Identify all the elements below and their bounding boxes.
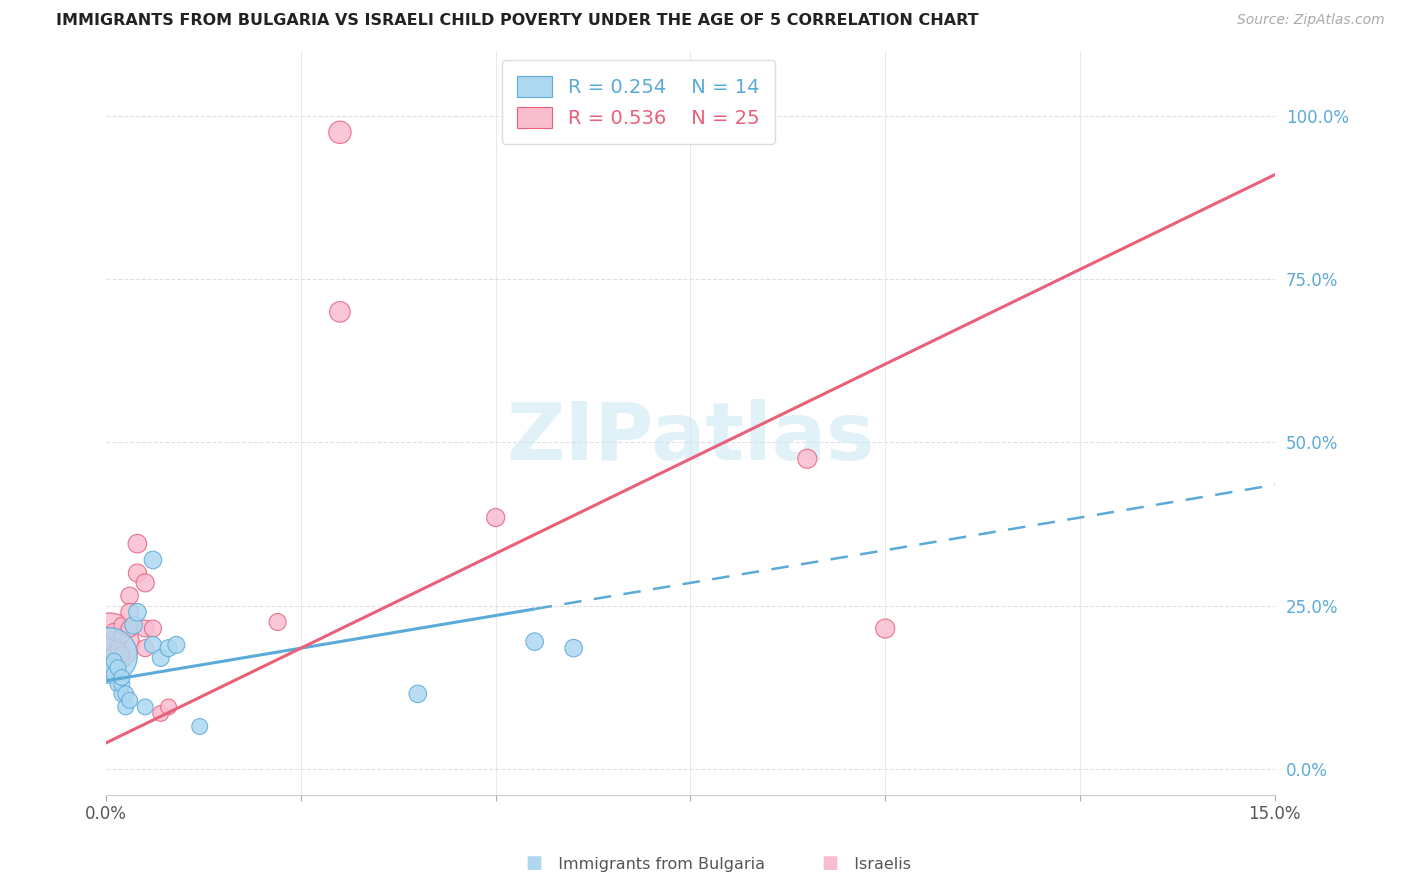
Point — [142, 638, 165, 652]
Point — [111, 618, 134, 632]
Point — [149, 651, 172, 665]
Point — [127, 566, 149, 580]
Point — [107, 667, 129, 681]
Point — [796, 451, 818, 466]
Point — [127, 536, 149, 550]
Point — [100, 638, 122, 652]
Point — [406, 687, 429, 701]
Point — [127, 605, 149, 619]
Point — [149, 706, 172, 721]
Text: ■: ■ — [821, 855, 838, 872]
Point — [107, 661, 129, 675]
Point — [329, 125, 352, 139]
Point — [114, 700, 136, 714]
Point — [122, 618, 145, 632]
Text: Israelis: Israelis — [844, 857, 911, 872]
Point — [111, 687, 134, 701]
Point — [101, 661, 124, 675]
Point — [111, 671, 134, 685]
Point — [165, 638, 187, 652]
Point — [111, 628, 134, 642]
Point — [134, 622, 156, 636]
Legend: R = 0.254    N = 14, R = 0.536    N = 25: R = 0.254 N = 14, R = 0.536 N = 25 — [502, 61, 775, 144]
Point — [118, 622, 141, 636]
Point — [134, 641, 156, 656]
Point — [118, 693, 141, 707]
Point — [142, 553, 165, 567]
Point — [266, 615, 288, 629]
Point — [111, 648, 134, 662]
Point — [188, 719, 211, 733]
Text: Immigrants from Bulgaria: Immigrants from Bulgaria — [548, 857, 765, 872]
Point — [107, 641, 129, 656]
Point — [103, 624, 125, 639]
Text: Source: ZipAtlas.com: Source: ZipAtlas.com — [1237, 13, 1385, 28]
Point — [103, 667, 125, 681]
Point — [157, 641, 180, 656]
Point — [118, 589, 141, 603]
Point — [157, 700, 180, 714]
Point — [485, 510, 508, 524]
Text: IMMIGRANTS FROM BULGARIA VS ISRAELI CHILD POVERTY UNDER THE AGE OF 5 CORRELATION: IMMIGRANTS FROM BULGARIA VS ISRAELI CHIL… — [56, 13, 979, 29]
Point — [134, 575, 156, 590]
Point — [142, 622, 165, 636]
Point — [118, 605, 141, 619]
Point — [875, 622, 897, 636]
Point — [98, 648, 121, 662]
Point — [562, 641, 585, 656]
Point — [98, 634, 121, 648]
Point — [523, 634, 546, 648]
Point — [114, 687, 136, 701]
Text: ■: ■ — [526, 855, 543, 872]
Point — [103, 648, 125, 662]
Point — [103, 654, 125, 668]
Point — [329, 305, 352, 319]
Point — [111, 677, 134, 691]
Point — [134, 700, 156, 714]
Point — [107, 677, 129, 691]
Text: ZIPatlas: ZIPatlas — [506, 399, 875, 476]
